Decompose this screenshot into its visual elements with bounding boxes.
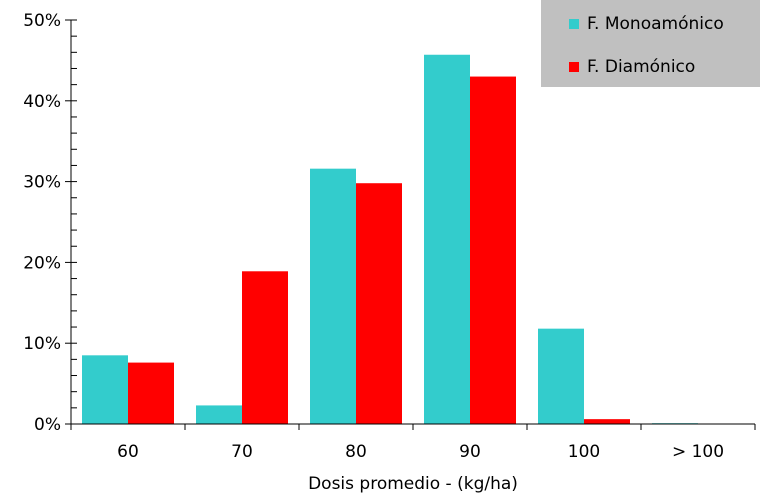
bar-diamonico (356, 183, 402, 424)
bar-diamonico (242, 271, 288, 424)
bar-monoamonico (310, 168, 356, 424)
bar-monoamonico (424, 54, 470, 425)
x-tick-label: 90 (459, 442, 481, 462)
legend-swatch-diamonico (569, 62, 579, 72)
bar-diamonico (470, 76, 516, 424)
y-tick-label: 0% (34, 415, 61, 435)
x-tick-label: 70 (231, 442, 253, 462)
x-tick-label: > 100 (672, 442, 724, 462)
y-tick-label: 30% (23, 173, 61, 193)
legend-label: F. Diamónico (587, 57, 696, 77)
bar-monoamonico (538, 328, 584, 424)
legend: F. Monoamónico F. Diamónico (541, 0, 760, 87)
y-tick-label: 20% (23, 253, 61, 273)
x-tick-label: 100 (568, 442, 600, 462)
x-tick-label: 80 (345, 442, 367, 462)
bar-monoamonico (196, 405, 242, 424)
bar-diamonico (128, 362, 174, 424)
y-tick-label: 10% (23, 334, 61, 354)
bar-monoamonico (82, 355, 128, 424)
bar-diamonico (584, 419, 630, 424)
legend-label: F. Monoamónico (587, 14, 724, 34)
y-tick-label: 40% (23, 92, 61, 112)
x-tick-label: 60 (117, 442, 139, 462)
y-tick-label: 50% (23, 11, 61, 31)
legend-swatch-monoamonico (569, 19, 579, 29)
legend-item-monoamonico: F. Monoamónico (569, 14, 724, 34)
legend-item-diamonico: F. Diamónico (569, 57, 695, 77)
x-axis-title: Dosis promedio - (kg/ha) (308, 474, 518, 494)
